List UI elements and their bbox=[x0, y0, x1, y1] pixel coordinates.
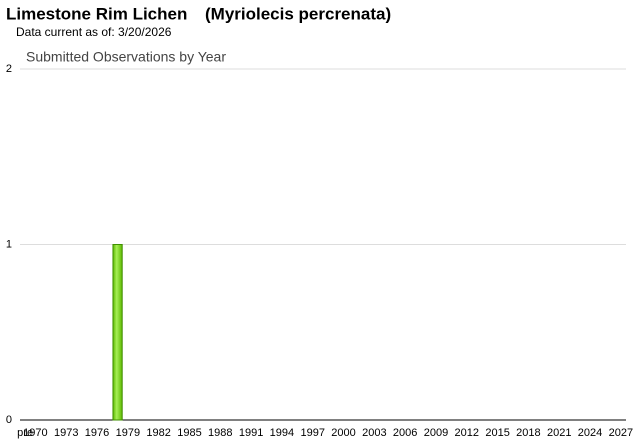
bar bbox=[112, 244, 123, 421]
y-tick-label: 2 bbox=[6, 63, 12, 75]
chart-title: Submitted Observations by Year bbox=[26, 49, 226, 65]
x-tick-label: 1988 bbox=[208, 427, 232, 439]
x-tick-label: 1970 bbox=[23, 427, 47, 439]
x-tick-label: 2009 bbox=[424, 427, 448, 439]
y-tick-label: 1 bbox=[6, 238, 12, 250]
x-tick-label: 2003 bbox=[362, 427, 386, 439]
x-tick-label: 2027 bbox=[609, 427, 633, 439]
title: Limestone Rim Lichen bbox=[6, 4, 187, 23]
x-tick-label: 1979 bbox=[116, 427, 140, 439]
scientific-name: (Myriolecis percrenata) bbox=[205, 4, 391, 23]
x-tick-label: 1973 bbox=[54, 427, 78, 439]
x-tick-label: 2006 bbox=[393, 427, 417, 439]
x-tick-label: 2000 bbox=[331, 427, 355, 439]
x-tick-label: 2012 bbox=[455, 427, 479, 439]
x-tick-label: 2018 bbox=[516, 427, 540, 439]
x-tick-label: 1982 bbox=[146, 427, 170, 439]
x-tick-label: 1997 bbox=[300, 427, 324, 439]
y-tick-label: 0 bbox=[6, 414, 12, 426]
subtitle: Data current as of: 3/20/2026 bbox=[16, 25, 172, 39]
x-tick-label: 1985 bbox=[177, 427, 201, 439]
x-tick-label: 2015 bbox=[485, 427, 509, 439]
x-tick-label: 2024 bbox=[578, 427, 602, 439]
x-tick-label: 2021 bbox=[547, 427, 571, 439]
x-tick-label: pre bbox=[17, 427, 33, 439]
x-tick-label: 1976 bbox=[85, 427, 109, 439]
x-tick-label: 1994 bbox=[270, 427, 294, 439]
x-tick-label: 1991 bbox=[239, 427, 263, 439]
